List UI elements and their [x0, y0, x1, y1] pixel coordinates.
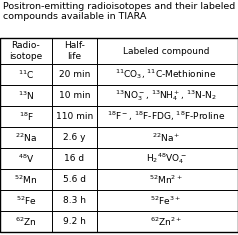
Text: 2.6 y: 2.6 y: [63, 133, 86, 142]
Text: $^{18}$F: $^{18}$F: [19, 110, 34, 123]
Text: Half-
life: Half- life: [64, 41, 85, 61]
Text: 16 d: 16 d: [64, 154, 84, 163]
Text: $^{52}$Fe: $^{52}$Fe: [16, 194, 36, 207]
Text: 10 min: 10 min: [59, 91, 90, 100]
Bar: [0, 38, 238, 232]
Text: $^{62}$Zn$^{2+}$: $^{62}$Zn$^{2+}$: [150, 215, 182, 228]
Text: Radio-
isotope: Radio- isotope: [9, 41, 43, 61]
Text: 9.2 h: 9.2 h: [63, 217, 86, 226]
Text: $^{52}$Mn: $^{52}$Mn: [15, 173, 38, 186]
Text: 20 min: 20 min: [59, 70, 90, 79]
Text: $^{62}$Zn: $^{62}$Zn: [15, 215, 37, 228]
Text: $^{52}$Mn$^{2+}$: $^{52}$Mn$^{2+}$: [149, 173, 183, 186]
Text: H$_2$$^{48}$VO$_4^-$: H$_2$$^{48}$VO$_4^-$: [146, 151, 186, 166]
Text: 8.3 h: 8.3 h: [63, 196, 86, 205]
Text: $^{18}$F$^-$, $^{18}$F-FDG, $^{18}$F-Proline: $^{18}$F$^-$, $^{18}$F-FDG, $^{18}$F-Pro…: [107, 110, 225, 123]
Text: Positron-emitting radioisotopes and their labeled
compounds available in TIARA: Positron-emitting radioisotopes and thei…: [3, 2, 235, 21]
Text: $^{52}$Fe$^{3+}$: $^{52}$Fe$^{3+}$: [150, 194, 182, 207]
Text: 5.6 d: 5.6 d: [63, 175, 86, 184]
Text: $^{11}$CO$_3$, $^{11}$C-Methionine: $^{11}$CO$_3$, $^{11}$C-Methionine: [115, 67, 217, 82]
Text: Labeled compound: Labeled compound: [123, 47, 209, 55]
Text: $^{48}$V: $^{48}$V: [18, 152, 34, 165]
Text: $^{11}$C: $^{11}$C: [18, 68, 34, 81]
Text: $^{22}$Na: $^{22}$Na: [15, 131, 37, 144]
Text: 110 min: 110 min: [56, 112, 93, 121]
Text: $^{22}$Na$^+$: $^{22}$Na$^+$: [152, 131, 180, 144]
Text: $^{13}$N: $^{13}$N: [18, 89, 34, 102]
Text: $^{13}$NO$_3^-$, $^{13}$NH$_4^+$, $^{13}$N-N$_2$: $^{13}$NO$_3^-$, $^{13}$NH$_4^+$, $^{13}…: [115, 88, 217, 103]
